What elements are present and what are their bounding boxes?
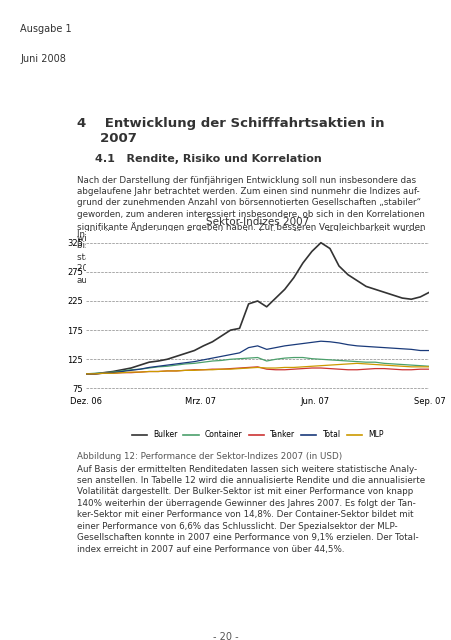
Text: 4    Entwicklung der Schifffahrtsaktien in
     2007: 4 Entwicklung der Schifffahrtsaktien in … bbox=[77, 117, 383, 145]
Text: Performance von
Schifffahrtsinvestments: Performance von Schifffahrtsinvestments bbox=[151, 15, 395, 56]
Text: In Abbildung 12 wird die Entwicklung der Indizes für den Zeitraum Ultimo 2006
bi: In Abbildung 12 wird die Entwicklung der… bbox=[77, 230, 423, 285]
Text: Abbildung 12: Performance der Sektor-Indizes 2007 (in USD): Abbildung 12: Performance der Sektor-Ind… bbox=[77, 452, 341, 461]
Text: Nach der Darstellung der fünfjährigen Entwicklung soll nun insbesondere das
abge: Nach der Darstellung der fünfjährigen En… bbox=[77, 175, 424, 243]
Text: Juni 2008: Juni 2008 bbox=[20, 54, 66, 63]
Text: Ausgabe 1: Ausgabe 1 bbox=[20, 24, 72, 34]
Text: 4.1   Rendite, Risiko und Korrelation: 4.1 Rendite, Risiko und Korrelation bbox=[95, 154, 321, 164]
Legend: Bulker, Container, Tanker, Total, MLP: Bulker, Container, Tanker, Total, MLP bbox=[128, 428, 386, 442]
Text: Auf Basis der ermittelten Renditedaten lassen sich weitere statistische Analy-
s: Auf Basis der ermittelten Renditedaten l… bbox=[77, 465, 424, 554]
Text: - 20 -: - 20 - bbox=[213, 632, 238, 640]
Title: Sektor-Indizes 2007: Sektor-Indizes 2007 bbox=[206, 218, 308, 227]
